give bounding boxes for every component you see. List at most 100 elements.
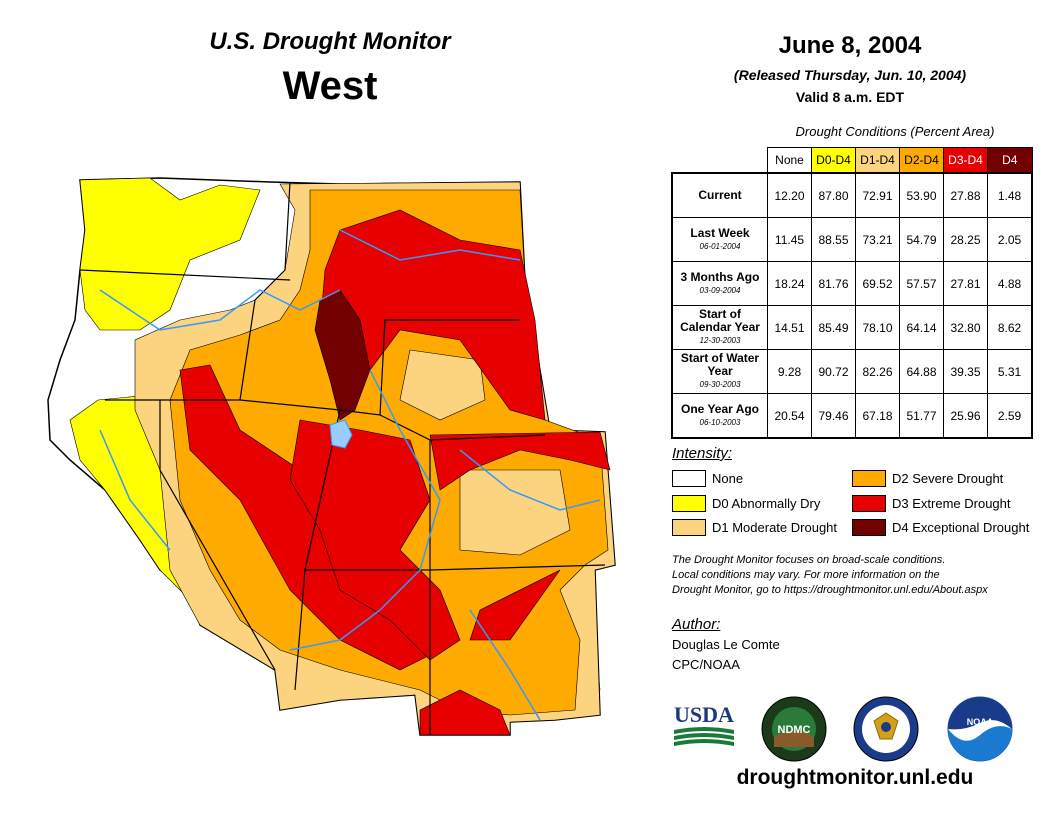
legend-item-d1: D1 Moderate Drought xyxy=(672,519,837,536)
legend-swatch-d4 xyxy=(852,519,886,536)
legend-label: D3 Extreme Drought xyxy=(892,496,1011,511)
table-row: Start of Water Year 09-30-2003 9.28 90.72 82… xyxy=(671,349,1033,394)
table-cell: 57.57 xyxy=(899,261,944,306)
table-cell: 12.20 xyxy=(767,172,812,218)
table-cell: 28.25 xyxy=(943,217,988,262)
usda-text: USDA xyxy=(674,702,734,727)
table-cell: 67.18 xyxy=(855,393,900,439)
table-cell: 27.81 xyxy=(943,261,988,306)
table-cell: 39.35 xyxy=(943,349,988,394)
table-corner xyxy=(672,148,768,174)
table-cell: 11.45 xyxy=(767,217,812,262)
ndmc-text: NDMC xyxy=(778,724,811,736)
product-title: U.S. Drought Monitor xyxy=(209,28,451,55)
row-label: Start of Water Year 09-30-2003 xyxy=(671,349,768,394)
row-label-text: Start of Calendar Year xyxy=(680,307,760,334)
drought-conditions-table: None D0-D4 D1-D4 D2-D4 D3-D4 D4 Current 1… xyxy=(671,147,1033,439)
row-label-text: One Year Ago xyxy=(680,401,760,416)
col-d3-d4: D3-D4 xyxy=(943,147,988,174)
table-row: One Year Ago 06-10-2003 20.54 79.46 67.18 51.… xyxy=(671,393,1033,439)
row-label: 3 Months Ago 03-09-2004 xyxy=(671,261,768,306)
legend-swatch-d3 xyxy=(852,495,886,512)
table-row: 3 Months Ago 03-09-2004 18.24 81.76 69.52 57.… xyxy=(671,261,1033,306)
table-cell: 73.21 xyxy=(855,217,900,262)
table-cell: 64.14 xyxy=(899,305,944,350)
table-cell: 18.24 xyxy=(767,261,812,306)
table-cell: 4.88 xyxy=(987,261,1033,306)
table-cell: 87.80 xyxy=(811,172,856,218)
author-name: Douglas Le Comte xyxy=(672,637,780,652)
table-cell: 32.80 xyxy=(943,305,988,350)
note-line[interactable]: Drought Monitor, go to https://droughtmo… xyxy=(672,584,988,596)
table-cell: 53.90 xyxy=(899,172,944,218)
release-date: (Released Thursday, Jun. 10, 2004) xyxy=(733,67,967,83)
website-link[interactable]: droughtmonitor.unl.edu xyxy=(736,766,974,789)
table-cell: 79.46 xyxy=(811,393,856,439)
legend-item-none: None xyxy=(672,470,743,487)
col-d2-d4: D2-D4 xyxy=(899,147,944,174)
d3-area-newmexico xyxy=(469,569,561,641)
col-none: None xyxy=(767,147,812,174)
usda-logo: USDA xyxy=(674,702,734,746)
doc-seal xyxy=(853,696,919,762)
legend-swatch-d1 xyxy=(672,519,706,536)
monitor-note: The Drought Monitor focuses on broad-sca… xyxy=(672,553,1042,598)
legend-item-d3: D3 Extreme Drought xyxy=(852,495,1011,512)
noaa-text: NOAA xyxy=(967,717,994,727)
table-cell: 5.31 xyxy=(987,349,1033,394)
row-label: One Year Ago 06-10-2003 xyxy=(671,393,768,439)
table-row: Start of Calendar Year 12-30-2003 14.51 85.… xyxy=(671,305,1033,350)
author-heading: Author: xyxy=(672,616,721,633)
drought-map xyxy=(47,177,616,736)
col-d0-d4: D0-D4 xyxy=(811,147,856,174)
great-salt-lake xyxy=(329,419,353,449)
table-cell: 25.96 xyxy=(943,393,988,439)
table-cell: 82.26 xyxy=(855,349,900,394)
row-label-text: 3 Months Ago xyxy=(680,269,760,284)
table-cell: 54.79 xyxy=(899,217,944,262)
note-line: The Drought Monitor focuses on broad-sca… xyxy=(672,554,946,566)
d3-area-southwest xyxy=(419,689,511,736)
noaa-logo: NOAA xyxy=(947,696,1013,762)
row-date: 09-30-2003 xyxy=(699,380,741,389)
legend-item-d2: D2 Severe Drought xyxy=(852,470,1003,487)
legend-label: D2 Severe Drought xyxy=(892,471,1004,486)
legend-label: D4 Exceptional Drought xyxy=(892,520,1030,535)
table-row: Last Week 06-01-2004 11.45 88.55 73.21 54.79 2… xyxy=(671,217,1033,262)
table-cell: 2.05 xyxy=(987,217,1033,262)
col-d1-d4: D1-D4 xyxy=(855,147,900,174)
table-cell: 9.28 xyxy=(767,349,812,394)
row-date: 06-10-2003 xyxy=(699,417,741,427)
table-row: Current 12.20 87.80 72.91 53.90 27.88 1.48 xyxy=(671,172,1033,218)
table-cell: 27.88 xyxy=(943,172,988,218)
d1-patch-colorado xyxy=(459,469,571,556)
legend-swatch-d2 xyxy=(852,470,886,487)
table-cell: 72.91 xyxy=(855,172,900,218)
row-label: Last Week 06-01-2004 xyxy=(671,217,768,262)
row-date: 03-09-2004 xyxy=(699,285,741,295)
row-label-text: Start of Water Year xyxy=(680,351,760,378)
region-title: West xyxy=(282,64,378,108)
d3-area-kansas xyxy=(429,431,611,491)
table-cell: 20.54 xyxy=(767,393,812,439)
row-date: 12-30-2003 xyxy=(699,336,741,345)
table-cell: 64.88 xyxy=(899,349,944,394)
ndmc-logo: NDMC xyxy=(761,696,827,762)
table-cell: 85.49 xyxy=(811,305,856,350)
intensity-heading: Intensity: xyxy=(672,445,733,462)
conditions-title: Drought Conditions (Percent Area) xyxy=(795,124,995,139)
legend-label: D0 Abnormally Dry xyxy=(712,496,821,511)
d3-area-colorado-plateau xyxy=(289,419,461,661)
legend-swatch-none xyxy=(672,470,706,487)
table-cell: 8.62 xyxy=(987,305,1033,350)
table-cell: 2.59 xyxy=(987,393,1033,439)
valid-time: Valid 8 a.m. EDT xyxy=(795,89,905,105)
d1-patch-wyoming xyxy=(399,349,486,421)
state-boundaries xyxy=(79,181,606,735)
d0-area xyxy=(79,177,261,331)
row-label-text: Last Week xyxy=(690,225,750,240)
table-cell: 90.72 xyxy=(811,349,856,394)
table-cell: 14.51 xyxy=(767,305,812,350)
rivers xyxy=(99,229,601,721)
legend-item-d0: D0 Abnormally Dry xyxy=(672,495,820,512)
